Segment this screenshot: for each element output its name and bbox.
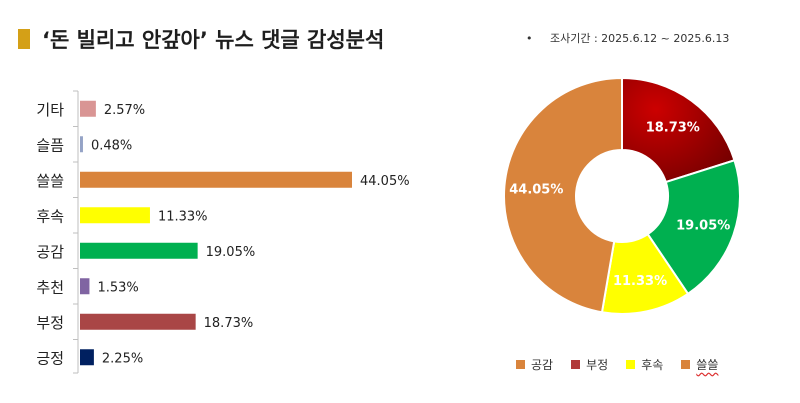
- survey-period: • 조사기간 : 2025.6.12 ~ 2025.6.13: [526, 30, 729, 46]
- bar-value-label: 44.05%: [360, 174, 410, 189]
- category-label: 쓸쓸: [36, 172, 64, 190]
- legend-item: 쓸쓸: [681, 356, 718, 373]
- slice-value-label: 19.05%: [676, 218, 730, 233]
- category-label: 후속: [36, 207, 64, 225]
- period-text: 조사기간 : 2025.6.12 ~ 2025.6.13: [550, 32, 730, 45]
- legend-swatch: [681, 360, 691, 369]
- bar-value-label: 18.73%: [204, 316, 254, 331]
- bar-value-label: 0.48%: [91, 138, 132, 153]
- donut-chart: 18.73% 19.05% 11.33% 44.05%: [503, 76, 741, 315]
- legend-swatch: [626, 360, 636, 369]
- donut-legend: 공감 부정 후속 쓸쓸: [516, 356, 736, 373]
- bar: [80, 313, 196, 330]
- page-title: ‘돈 빌리고 안갚아’ 뉴스 댓글 감성분석: [42, 28, 385, 52]
- legend-item: 부정: [571, 356, 608, 373]
- bar: [80, 136, 83, 153]
- bar: [80, 349, 94, 366]
- period-bullet: •: [526, 32, 533, 45]
- legend-label: 쓸쓸: [696, 358, 719, 372]
- bar-value-label: 1.53%: [97, 280, 138, 295]
- bar-value-label: 2.57%: [104, 103, 145, 118]
- category-label: 기타: [36, 101, 64, 119]
- bar: [80, 207, 150, 224]
- bar-value-label: 19.05%: [206, 245, 256, 260]
- title-marker: [18, 29, 30, 49]
- category-label: 추천: [36, 278, 64, 296]
- bar: [80, 100, 96, 117]
- slice-value-label: 11.33%: [613, 274, 667, 289]
- bar: [80, 278, 90, 295]
- legend-swatch: [516, 360, 525, 369]
- bar-value-label: 11.33%: [158, 209, 208, 224]
- category-label: 부정: [36, 314, 64, 332]
- slice-value-label: 44.05%: [509, 183, 563, 198]
- legend-swatch: [571, 360, 581, 369]
- legend-label: 후속: [641, 358, 664, 372]
- bar-chart: 기타 2.57% 슬픔 0.48% 쓸쓸 44.05% 후속 11.33% 공감 19.05% 추천…: [36, 90, 410, 374]
- bar: [80, 242, 198, 259]
- legend-item: 후속: [626, 356, 663, 373]
- donut-slice: [503, 76, 623, 314]
- title-row: ‘돈 빌리고 안갚아’ 뉴스 댓글 감성분석: [18, 24, 384, 54]
- category-label: 공감: [36, 243, 64, 261]
- category-label: 긍정: [36, 349, 64, 367]
- bar-value-label: 2.25%: [102, 351, 143, 366]
- donut-slice: [646, 159, 741, 296]
- legend-item: 공감: [516, 356, 553, 373]
- bar: [80, 171, 352, 188]
- donut-slice: [621, 76, 736, 184]
- slice-value-label: 18.73%: [646, 121, 700, 136]
- category-label: 슬픔: [36, 136, 64, 154]
- legend-label: 부정: [586, 358, 609, 372]
- legend-label: 공감: [531, 358, 554, 372]
